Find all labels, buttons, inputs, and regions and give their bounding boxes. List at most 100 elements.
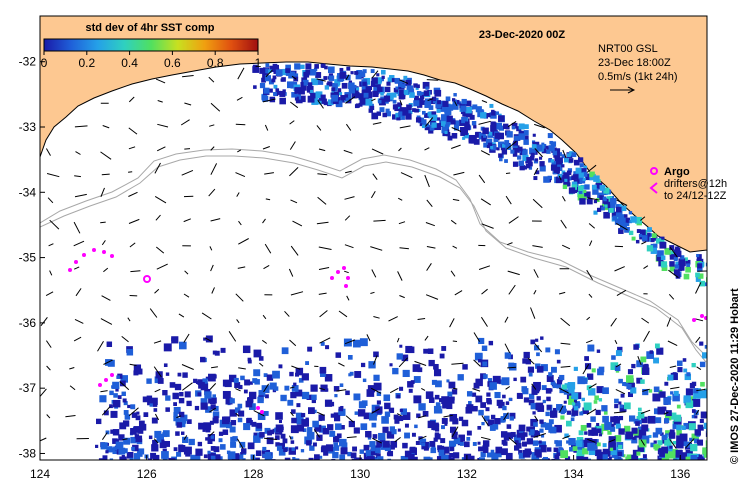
- sst-cell: [650, 247, 658, 254]
- sst-cell: [627, 392, 633, 398]
- sst-cell: [504, 352, 512, 359]
- sst-cell: [212, 350, 217, 355]
- sst-cell: [704, 344, 707, 349]
- sst-cell: [376, 440, 383, 447]
- sst-cell: [452, 442, 457, 447]
- sst-cell: [376, 82, 381, 88]
- sst-cell: [656, 347, 664, 355]
- sst-cell: [126, 348, 134, 356]
- sst-cell: [115, 441, 124, 450]
- sst-cell: [275, 442, 280, 447]
- current-vector: [560, 219, 567, 229]
- sst-cell: [510, 431, 516, 438]
- sst-cell: [567, 382, 576, 390]
- current-vector: [313, 429, 321, 438]
- sst-cell: [404, 432, 410, 439]
- current-vector: [669, 439, 677, 449]
- current-vector: [210, 102, 221, 112]
- current-vector: [586, 316, 591, 321]
- sst-cell: [472, 405, 478, 412]
- sst-cell: [649, 350, 654, 354]
- sst-cell: [610, 198, 617, 205]
- sst-cell: [516, 392, 523, 399]
- drifter-point: [700, 314, 704, 318]
- sst-cell: [257, 412, 266, 421]
- sst-cell: [139, 423, 147, 431]
- sst-cell: [284, 457, 291, 460]
- sst-cell: [500, 431, 508, 438]
- sst-cell: [596, 207, 602, 212]
- sst-cell: [138, 420, 145, 427]
- sst-cell: [327, 81, 333, 87]
- sst-cell: [569, 446, 574, 452]
- sst-cell: [694, 429, 701, 436]
- sst-cell: [347, 451, 352, 457]
- sst-cell: [335, 352, 342, 358]
- sst-cell: [418, 403, 426, 411]
- sst-cell: [697, 424, 704, 431]
- sst-cell: [501, 377, 510, 386]
- sst-cell: [355, 457, 363, 460]
- sst-cell: [479, 457, 485, 460]
- sst-cell: [501, 143, 506, 148]
- sst-cell: [593, 175, 600, 182]
- sst-cell: [545, 459, 551, 460]
- sst-cell: [596, 422, 600, 427]
- drifter-point: [110, 373, 114, 377]
- sst-cell: [513, 377, 517, 382]
- sst-cell: [596, 428, 602, 434]
- sst-cell: [241, 448, 247, 454]
- sst-cell: [225, 397, 233, 405]
- sst-cell: [152, 439, 158, 446]
- sst-cell: [441, 396, 449, 404]
- sst-cell: [134, 370, 138, 374]
- sst-cell: [301, 391, 310, 400]
- argo-float: [143, 275, 151, 283]
- sst-cell: [203, 337, 207, 341]
- sst-cell: [601, 405, 608, 412]
- sst-cell: [283, 447, 288, 453]
- current-vector: [399, 125, 411, 129]
- sst-cell: [178, 397, 185, 404]
- sst-cell: [311, 98, 318, 105]
- sst-cell: [603, 450, 608, 456]
- current-vector: [481, 415, 489, 426]
- sst-cell: [264, 75, 271, 82]
- current-vector: [262, 146, 270, 150]
- current-vector: [532, 245, 543, 248]
- sst-cell: [455, 99, 460, 105]
- sst-cell: [686, 263, 691, 268]
- sst-cell: [505, 401, 510, 405]
- sst-cell: [586, 198, 593, 205]
- sst-cell: [129, 457, 134, 460]
- current-vector: [176, 415, 182, 419]
- current-vector: [534, 148, 543, 158]
- sst-cell: [664, 247, 672, 255]
- sst-cell: [237, 417, 243, 423]
- sst-cell: [305, 63, 312, 70]
- sst-cell: [506, 432, 514, 439]
- sst-cell: [618, 378, 623, 384]
- sst-cell: [205, 437, 209, 441]
- sst-cell: [545, 347, 551, 353]
- sst-cell: [103, 410, 109, 416]
- sst-cell: [272, 63, 278, 69]
- sst-cell: [363, 412, 371, 420]
- sst-cell: [164, 440, 171, 447]
- sst-cell: [453, 125, 460, 131]
- sst-cell: [566, 170, 572, 175]
- x-tick-label: 136: [670, 467, 690, 481]
- current-vector: [344, 215, 351, 221]
- sst-cell: [506, 131, 513, 138]
- sst-cell: [319, 455, 323, 459]
- sst-cell: [175, 418, 184, 426]
- x-tick-label: 126: [137, 467, 157, 481]
- current-vector: [371, 269, 377, 278]
- current-vector: [450, 219, 457, 225]
- sst-cell: [422, 81, 430, 89]
- sst-cell: [675, 449, 683, 458]
- sst-cell: [696, 453, 701, 457]
- sst-cell: [433, 369, 442, 377]
- current-vector: [667, 340, 678, 347]
- y-tick-label: -37: [19, 381, 37, 395]
